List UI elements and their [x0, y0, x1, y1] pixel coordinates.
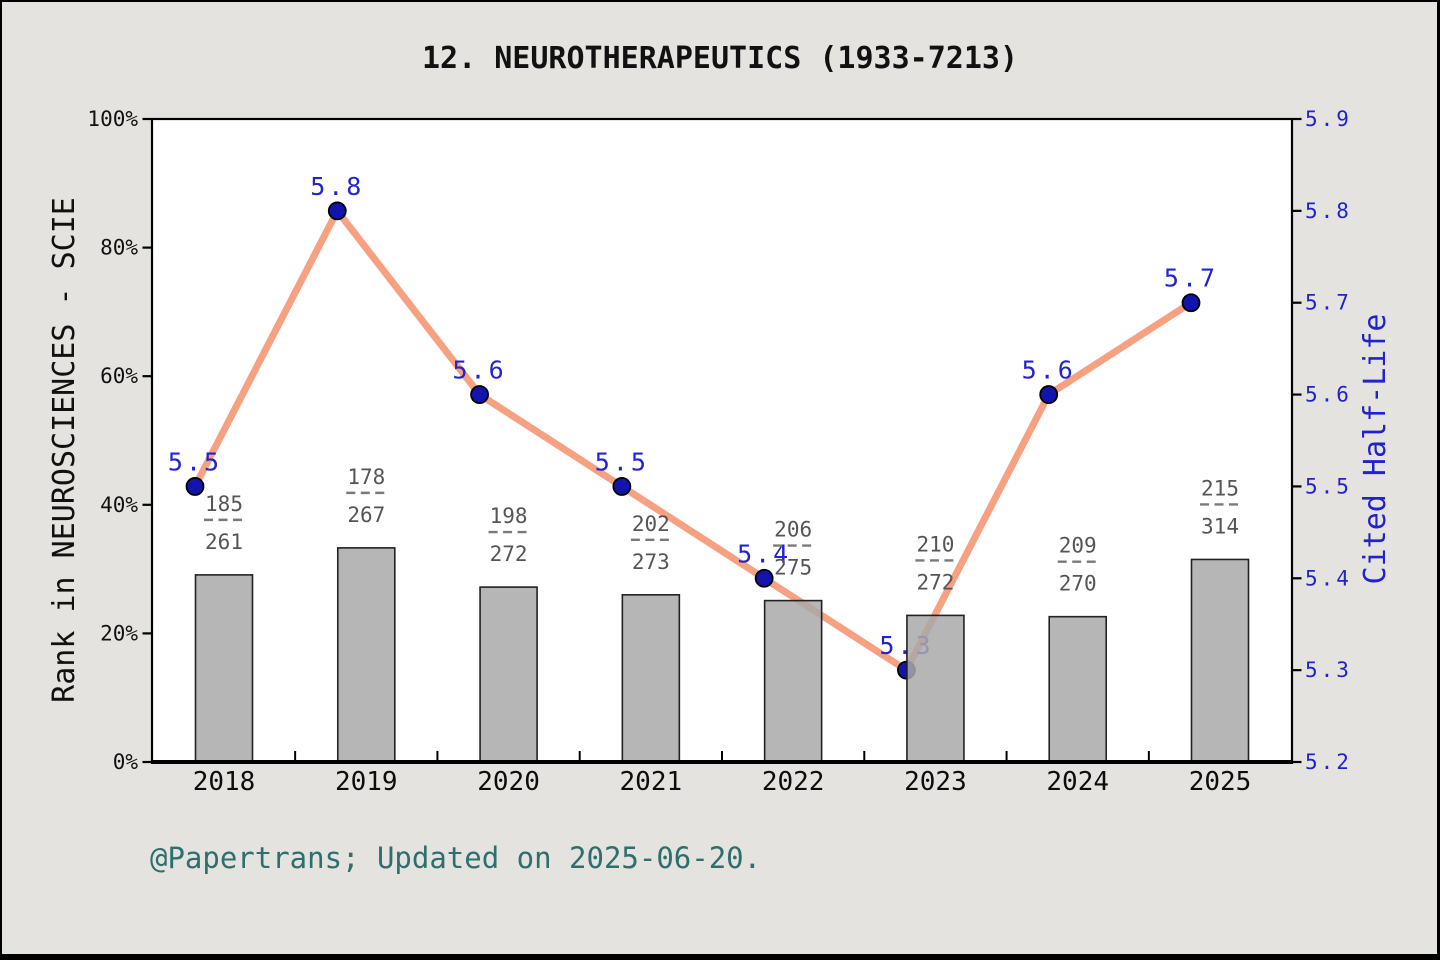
chart-footer: @Papertrans; Updated on 2025-06-20.: [150, 841, 761, 875]
line-point-value-label: 5.5: [595, 447, 649, 476]
bar-fraction-denominator: 272: [916, 570, 954, 594]
y-right-tick-label: 5.3: [1305, 658, 1352, 682]
y-right-tick-label: 5.6: [1305, 383, 1352, 407]
axes-frame: 0% 20% 40% 60% 80% 100% 5.2 5.3 5.4 5.5 5.6 5.7 5.8 5…: [87, 107, 1352, 797]
rank-bar: [479, 586, 538, 763]
x-tick-label: 2018: [193, 767, 256, 797]
bar-fraction-numerator: 198: [490, 504, 528, 528]
rank-bar: [1048, 615, 1108, 763]
rank-bar: [906, 614, 965, 763]
y-right-tick-label: 5.7: [1305, 291, 1352, 315]
x-tick-label: 2025: [1189, 767, 1252, 797]
x-tick-label: 2021: [620, 767, 683, 797]
y-right-tick-label: 5.9: [1305, 107, 1352, 131]
bar-fraction-numerator: 178: [347, 465, 385, 489]
bar-fraction-labels: 185 261 178 267 198 272 202 273 206 275 210 272 209 2…: [204, 465, 1240, 596]
line-point: [1181, 293, 1201, 313]
line-point-value-label: 5.7: [1164, 264, 1218, 293]
line-point-value-label: 5.4: [737, 539, 791, 568]
rank-bar: [336, 547, 396, 763]
bar-fraction-numerator: 215: [1201, 476, 1239, 500]
x-tick-label: 2019: [335, 767, 398, 797]
x-minor-ticks: [294, 751, 1150, 761]
bar-fraction-denominator: 273: [632, 550, 670, 574]
y-left-tick-label: 80%: [100, 236, 138, 260]
rank-bar: [763, 599, 823, 763]
bar-fraction-numerator: 209: [1059, 534, 1097, 558]
bar-fraction-numerator: 185: [205, 492, 243, 516]
line-point: [612, 477, 632, 496]
line-point: [185, 477, 205, 496]
chart-title: 12. NEUROTHERAPEUTICS (1933-7213): [422, 41, 1018, 76]
x-tick-label: 2024: [1046, 767, 1109, 797]
bar-fraction-numerator: 202: [632, 512, 670, 536]
line-point: [327, 201, 347, 221]
line-point: [754, 568, 774, 588]
rank-bar: [194, 574, 254, 763]
bar-fraction-denominator: 275: [774, 556, 812, 580]
bar-fraction-denominator: 272: [490, 542, 528, 566]
line-point: [470, 385, 489, 404]
bar-fraction-denominator: 314: [1201, 514, 1239, 538]
right-axis-title: Cited Half-Life: [1358, 314, 1393, 585]
line-point-value-label: 5.6: [452, 356, 506, 385]
line-point-value-label: 5.6: [1022, 356, 1076, 385]
y-left-tick-label: 0%: [113, 750, 139, 774]
plot-area: [152, 119, 1292, 762]
y-left-tick-label: 40%: [100, 493, 138, 517]
cited-half-life-line: [191, 207, 1195, 674]
y-right-tick-label: 5.5: [1305, 474, 1352, 498]
x-tick-label: 2023: [904, 767, 967, 797]
y-left-tick-label: 100%: [87, 107, 138, 131]
line-point: [1039, 385, 1059, 404]
bar-fraction-numerator: 206: [774, 518, 812, 542]
bar-fraction-denominator: 270: [1059, 572, 1097, 596]
bar-fraction-denominator: 261: [205, 530, 243, 554]
line-point-value-label: 5.5: [168, 447, 222, 476]
bar-fraction-numerator: 210: [916, 532, 954, 556]
y-left-tick-label: 60%: [100, 364, 138, 388]
bar-fraction-denominator: 267: [347, 503, 385, 527]
left-axis-title: Rank in NEUROSCIENCES - SCIE: [47, 197, 82, 703]
line-point-value-label: 5.8: [310, 172, 364, 201]
y-right-tick-label: 5.8: [1305, 199, 1352, 223]
rank-bar: [1190, 558, 1250, 763]
x-tick-label: 2020: [477, 767, 540, 797]
rank-bar: [621, 594, 681, 763]
x-tick-label: 2022: [762, 767, 825, 797]
y-right-tick-label: 5.2: [1305, 750, 1352, 774]
y-right-tick-label: 5.4: [1305, 566, 1352, 590]
y-left-tick-label: 20%: [100, 621, 138, 645]
